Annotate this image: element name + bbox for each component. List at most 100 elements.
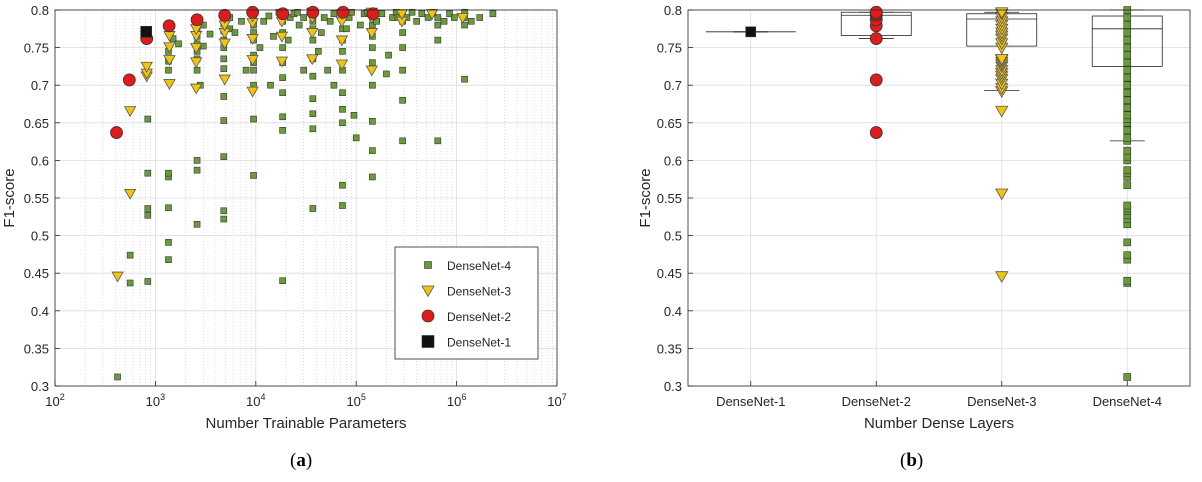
y-axis-label: F1-score xyxy=(637,168,654,227)
y-tick-label: 0.8 xyxy=(664,3,682,18)
x-tick-exponent: 5 xyxy=(361,392,366,402)
y-tick-label: 0.65 xyxy=(657,116,682,131)
point-densenet-4 xyxy=(399,29,406,36)
legend-marker-densenet-2 xyxy=(421,309,435,323)
point-densenet-4 xyxy=(451,14,458,21)
point-densenet-4 xyxy=(1123,146,1132,155)
point-densenet-2 xyxy=(190,13,204,27)
point-densenet-4 xyxy=(408,8,416,16)
point-densenet-4 xyxy=(339,89,346,97)
point-densenet-4 xyxy=(1123,13,1132,22)
point-densenet-3 xyxy=(190,83,203,95)
x-tick-label: 105 xyxy=(346,392,365,409)
y-tick-label: 0.8 xyxy=(31,3,49,18)
x-tick-exponent: 4 xyxy=(261,392,266,402)
point-densenet-4 xyxy=(399,137,406,145)
legend-marker-densenet-3 xyxy=(421,285,435,298)
point-densenet-4 xyxy=(1123,276,1132,285)
point-densenet-4 xyxy=(434,137,442,145)
point-densenet-4 xyxy=(1123,43,1132,52)
point-densenet-4 xyxy=(144,278,152,285)
point-densenet-4 xyxy=(250,66,257,74)
point-densenet-4 xyxy=(1123,81,1132,89)
point-densenet-3 xyxy=(246,55,259,66)
y-tick-label: 0.55 xyxy=(24,191,49,206)
point-densenet-4 xyxy=(256,44,264,51)
y-tick-label: 0.45 xyxy=(657,266,682,281)
point-densenet-4 xyxy=(265,12,273,20)
x-tick-label: 106 xyxy=(447,392,466,409)
points-densenet-1 xyxy=(745,26,757,38)
x-tick-label: 104 xyxy=(246,392,265,409)
point-densenet-4 xyxy=(165,204,172,212)
y-tick-label: 0.4 xyxy=(664,304,682,319)
point-densenet-4 xyxy=(413,17,420,25)
point-densenet-4 xyxy=(369,44,376,51)
point-densenet-4 xyxy=(369,173,376,181)
point-densenet-4 xyxy=(144,211,152,219)
point-densenet-4 xyxy=(144,205,152,212)
series-densenet-1 xyxy=(140,26,153,38)
point-densenet-2 xyxy=(246,5,260,19)
point-densenet-4 xyxy=(369,117,376,125)
point-densenet-3 xyxy=(123,106,137,118)
point-densenet-4 xyxy=(126,279,134,287)
point-densenet-4 xyxy=(1123,181,1132,190)
point-densenet-4 xyxy=(1123,166,1132,174)
point-densenet-4 xyxy=(220,55,228,63)
point-densenet-4 xyxy=(1123,103,1132,112)
x-tick-label: DenseNet-4 xyxy=(1093,394,1162,409)
point-densenet-3 xyxy=(456,12,469,24)
point-densenet-3 xyxy=(163,55,176,66)
point-densenet-4 xyxy=(339,48,346,55)
point-densenet-4 xyxy=(238,17,245,25)
point-densenet-4 xyxy=(309,36,317,44)
point-densenet-3 xyxy=(111,271,124,283)
legend-label: DenseNet-3 xyxy=(447,285,511,299)
point-densenet-4 xyxy=(279,44,286,51)
point-densenet-4 xyxy=(399,66,406,74)
point-densenet-4 xyxy=(267,81,274,89)
point-densenet-4 xyxy=(339,181,346,189)
x-axis-label: Number Trainable Parameters xyxy=(206,415,407,432)
x-tick-label: 103 xyxy=(146,392,165,409)
points-densenet-2 xyxy=(869,5,883,139)
point-densenet-4 xyxy=(1123,373,1132,381)
x-tick-label: 102 xyxy=(45,392,64,409)
point-densenet-3 xyxy=(995,105,1009,118)
point-densenet-4 xyxy=(339,119,346,127)
point-densenet-3 xyxy=(306,54,319,66)
y-axis-label: F1-score xyxy=(1,168,18,227)
point-densenet-3 xyxy=(275,56,289,68)
point-densenet-4 xyxy=(220,215,228,223)
point-densenet-4 xyxy=(206,30,214,38)
point-densenet-4 xyxy=(165,169,172,177)
points-densenet-3 xyxy=(995,7,1009,284)
point-densenet-4 xyxy=(165,256,172,263)
point-densenet-4 xyxy=(339,202,346,209)
point-densenet-4 xyxy=(1123,201,1132,210)
y-tick-label: 0.35 xyxy=(24,341,49,356)
y-tick-label: 0.5 xyxy=(664,229,682,244)
legend-label: DenseNet-1 xyxy=(447,336,511,350)
point-densenet-4 xyxy=(326,17,334,25)
point-densenet-4 xyxy=(357,21,364,29)
point-densenet-4 xyxy=(385,51,392,59)
point-densenet-4 xyxy=(318,29,325,36)
point-densenet-4 xyxy=(231,29,239,36)
point-densenet-4 xyxy=(1123,251,1132,259)
point-densenet-4 xyxy=(309,205,317,212)
point-densenet-4 xyxy=(369,59,376,66)
y-tick-label: 0.3 xyxy=(31,379,49,394)
point-densenet-4 xyxy=(369,147,376,154)
point-densenet-4 xyxy=(352,134,360,142)
y-tick-label: 0.65 xyxy=(24,116,49,131)
point-densenet-4 xyxy=(461,21,468,29)
point-densenet-3 xyxy=(246,34,259,45)
point-densenet-4 xyxy=(279,113,286,121)
point-densenet-4 xyxy=(399,96,406,104)
point-densenet-2 xyxy=(366,7,380,21)
y-tick-label: 0.35 xyxy=(657,341,682,356)
point-densenet-4 xyxy=(279,277,286,285)
point-densenet-4 xyxy=(309,95,317,103)
